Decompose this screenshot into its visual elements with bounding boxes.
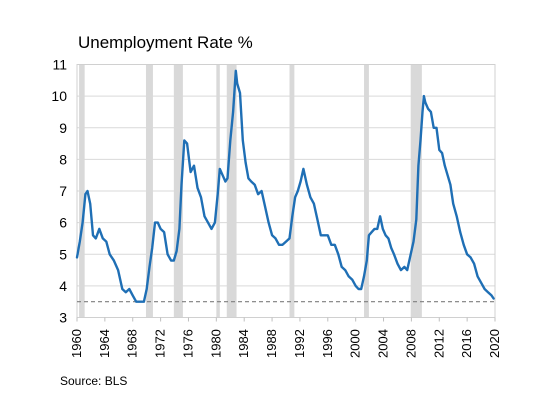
- y-tick-label: 4: [59, 278, 67, 294]
- x-tick-label: 2000: [348, 329, 363, 358]
- x-tick-label: 2016: [459, 329, 474, 358]
- y-tick-label: 6: [59, 215, 67, 231]
- x-tick-label: 1984: [236, 329, 251, 358]
- y-tick-label: 11: [52, 57, 67, 73]
- y-tick-label: 5: [59, 246, 67, 262]
- x-tick-label: 1980: [208, 329, 223, 358]
- x-tick-label: 2004: [376, 329, 391, 358]
- x-tick-label: 1968: [125, 329, 140, 358]
- y-tick-label: 9: [59, 120, 67, 136]
- x-tick-label: 1988: [264, 329, 279, 358]
- y-tick-label: 10: [51, 88, 67, 104]
- y-axis: 3 4 5 6 7 8 9 10 11: [51, 57, 67, 326]
- x-axis: 1960 1964 1968 1972 1976 1980 1984 1988 1992 1996…: [69, 317, 502, 358]
- x-tick-label: 1996: [320, 329, 335, 358]
- x-tick-label: 1976: [180, 329, 195, 358]
- y-tick-label: 8: [59, 151, 67, 167]
- x-tick-label: 1964: [97, 329, 112, 358]
- gridlines: [77, 64, 495, 318]
- series-line: [75, 69, 495, 303]
- x-tick-label: 1972: [153, 329, 168, 358]
- x-tick-label: 2008: [403, 329, 418, 358]
- x-tick-label: 1960: [69, 329, 84, 358]
- x-tick-label: 2012: [431, 329, 446, 358]
- source-note: Source: BLS: [60, 374, 128, 388]
- plot-border: [76, 64, 496, 318]
- unemployment-line: [75, 69, 495, 303]
- y-tick-label: 7: [59, 183, 67, 199]
- x-tick-label: 2020: [487, 329, 502, 358]
- x-tick-label: 1992: [292, 329, 307, 358]
- chart-title: Unemployment Rate %: [78, 33, 253, 52]
- y-tick-label: 3: [59, 310, 67, 326]
